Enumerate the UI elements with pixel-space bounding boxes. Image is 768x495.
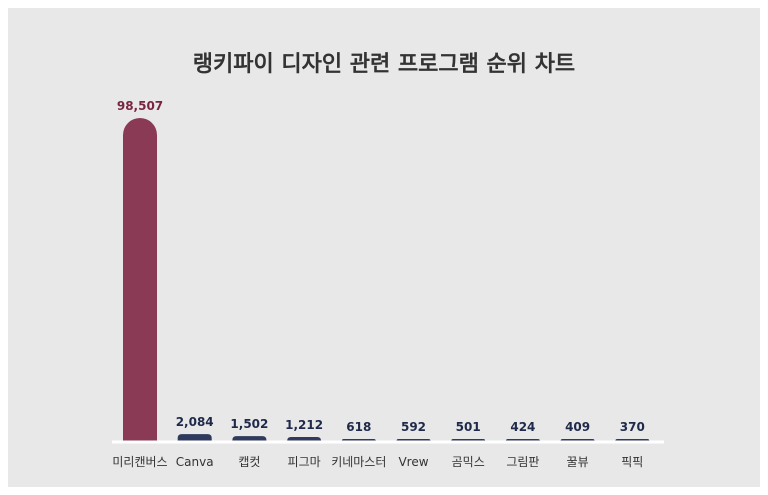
category-label-0: 미리캔버스: [112, 455, 167, 469]
category-label-3: 피그마: [288, 455, 321, 469]
value-label-1: 2,084: [176, 415, 214, 429]
category-label-6: 곰믹스: [452, 455, 485, 469]
bar-1: [177, 434, 212, 441]
category-label-2: 캡컷: [238, 455, 260, 469]
value-labels-group: 98,507 2,084 1,502 1,212 618 592 501 424 409 370: [117, 99, 645, 434]
value-label-6: 501: [456, 420, 481, 434]
bar-4: [341, 438, 376, 441]
bar-0: [123, 118, 157, 441]
value-label-5: 592: [401, 420, 426, 434]
bar-2: [232, 436, 267, 441]
category-label-1: Canva: [176, 455, 214, 469]
category-label-8: 꿀뷰: [567, 455, 589, 469]
chart-title: 랭키파이 디자인 관련 프로그램 순위 차트: [192, 52, 576, 77]
category-labels-group: 미리캔버스 Canva 캡컷 피그마 키네마스터 Vrew 곰믹스 그림판 꿀뷰 픽픽: [112, 455, 643, 469]
value-label-7: 424: [510, 420, 535, 434]
value-label-8: 409: [565, 420, 590, 434]
value-label-9: 370: [620, 420, 645, 434]
category-label-9: 픽픽: [621, 455, 643, 469]
bar-3: [287, 437, 322, 441]
category-label-4: 키네마스터: [331, 455, 386, 469]
value-label-3: 1,212: [285, 418, 323, 432]
bars-group: [123, 118, 650, 441]
value-label-2: 1,502: [230, 417, 268, 431]
category-label-7: 그림판: [506, 455, 539, 469]
category-label-5: Vrew: [398, 455, 428, 469]
value-label-0: 98,507: [117, 99, 163, 113]
value-label-4: 618: [346, 420, 371, 434]
